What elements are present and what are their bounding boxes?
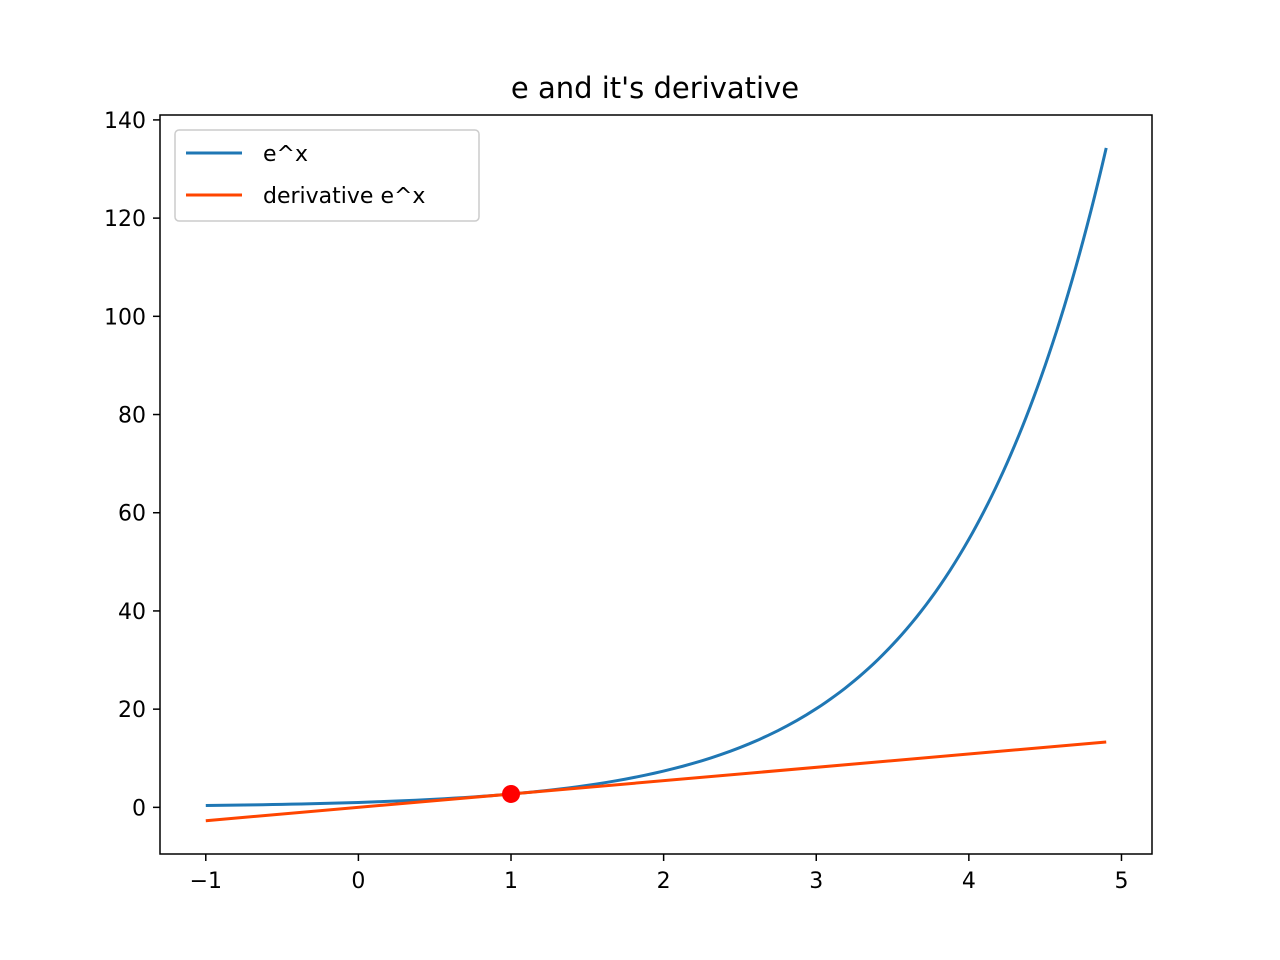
- x-tick-label: 1: [504, 869, 518, 894]
- legend-box: [174, 129, 480, 222]
- chart-title: e and it's derivative: [511, 71, 799, 105]
- x-tick-label: 3: [809, 869, 823, 894]
- y-tick-label: 80: [118, 404, 146, 429]
- x-tick-label: 0: [351, 869, 365, 894]
- highlight-point-0: [502, 784, 521, 803]
- legend-label-ex: e^x: [263, 142, 308, 167]
- legend: e^x derivative e^x: [174, 129, 480, 222]
- x-tick-label: −1: [190, 869, 222, 894]
- legend-label-derivative: derivative e^x: [263, 184, 425, 209]
- x-tick-label: 4: [962, 869, 976, 894]
- y-tick-label: 100: [104, 305, 146, 330]
- x-tick-label: 5: [1114, 869, 1128, 894]
- plot-frame: [159, 114, 1153, 855]
- y-tick-label: 40: [118, 600, 146, 625]
- y-tick-label: 20: [118, 698, 146, 723]
- y-tick-label: 140: [104, 109, 146, 134]
- series-line-0: [205, 147, 1108, 808]
- y-tick-label: 120: [104, 207, 146, 232]
- y-tick-label: 60: [118, 502, 146, 527]
- x-tick-label: 2: [657, 869, 671, 894]
- y-tick-label: 0: [132, 796, 146, 821]
- series-line-1: [205, 740, 1107, 823]
